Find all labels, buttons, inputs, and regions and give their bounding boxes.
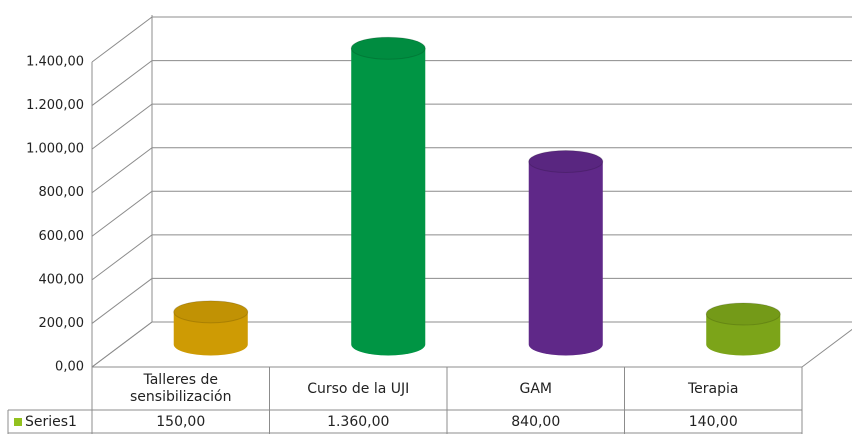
legend-label: Series1 bbox=[25, 413, 77, 430]
back-wall bbox=[91, 15, 852, 368]
bar-shade bbox=[173, 311, 248, 356]
grid-line bbox=[91, 234, 852, 281]
y-tick-label: 1.400,00 bbox=[26, 55, 84, 70]
y-tick-label: 800,00 bbox=[39, 185, 85, 200]
grid-line bbox=[91, 147, 852, 194]
bar bbox=[528, 161, 603, 356]
bar bbox=[706, 314, 781, 356]
y-tick-label: 600,00 bbox=[39, 229, 85, 244]
bar-shade bbox=[706, 314, 781, 356]
legend: Series1 bbox=[8, 411, 92, 433]
grid-line bbox=[91, 16, 852, 63]
grid-line bbox=[91, 321, 852, 368]
bar-shade bbox=[351, 48, 426, 356]
bar bbox=[351, 48, 426, 356]
y-tick-label: 400,00 bbox=[39, 272, 85, 287]
bar-shade bbox=[528, 161, 603, 356]
legend-swatch bbox=[14, 418, 22, 426]
value-label: 140,00 bbox=[688, 413, 738, 430]
y-tick-label: 200,00 bbox=[39, 316, 85, 331]
grid-line bbox=[91, 277, 852, 324]
y-tick-label: 1.200,00 bbox=[26, 98, 84, 113]
bar bbox=[173, 311, 248, 356]
x-tick-label: GAM bbox=[519, 380, 552, 397]
bar-top bbox=[528, 150, 604, 173]
y-tick-label: 1.000,00 bbox=[26, 142, 84, 157]
bar-top-shade bbox=[173, 300, 248, 323]
bar-top bbox=[705, 302, 781, 326]
x-tick-label: Curso de la UJI bbox=[307, 380, 410, 397]
grid-line bbox=[91, 190, 852, 237]
bar-top-shade bbox=[528, 150, 603, 173]
bar-top-shade bbox=[351, 37, 426, 60]
value-label: 1.360,00 bbox=[327, 413, 390, 430]
bar-top bbox=[173, 300, 249, 324]
x-tick-label: Talleres de sensibilización bbox=[130, 372, 232, 405]
value-label: 150,00 bbox=[156, 413, 206, 430]
value-label: 840,00 bbox=[511, 413, 561, 430]
grid-line bbox=[91, 103, 852, 150]
bar-top bbox=[350, 36, 426, 60]
grid-line bbox=[91, 60, 852, 106]
bar-top-shade bbox=[706, 303, 781, 325]
x-tick-label: Terapia bbox=[688, 380, 739, 397]
y-tick-label: 0,00 bbox=[55, 360, 84, 375]
